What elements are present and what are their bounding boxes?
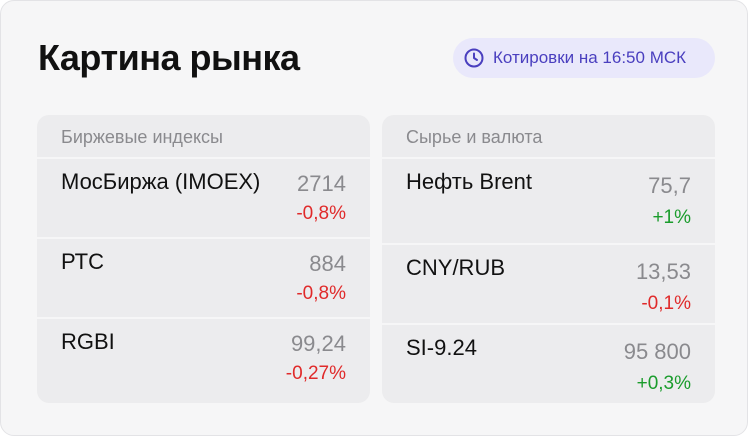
quote-change: +0,3%	[636, 373, 691, 394]
quote-change: -0,8%	[296, 203, 346, 224]
page-title: Картина рынка	[38, 37, 300, 78]
quote-name: Нефть Brent	[406, 169, 532, 194]
indices-header: Биржевые индексы	[61, 127, 223, 147]
quotes-time-text: Котировки на 16:50 МСК	[493, 48, 687, 67]
quote-value: 884	[309, 251, 346, 276]
quote-row-rgbi[interactable]: RGBI 99,24 -0,27%	[37, 317, 370, 403]
quote-value: 99,24	[290, 331, 346, 356]
quote-name: SI-9.24	[406, 335, 477, 360]
quote-value: 13,53	[635, 259, 691, 284]
quote-row-rts[interactable]: РТС 884 -0,8%	[37, 237, 370, 319]
indices-panel: Биржевые индексы МосБиржа (IMOEX) 2714 -…	[37, 115, 370, 403]
quote-name: РТС	[61, 249, 105, 274]
quote-change: +1%	[652, 207, 691, 228]
quote-value: 95 800	[623, 339, 691, 364]
quote-name: CNY/RUB	[406, 255, 506, 280]
quote-name: RGBI	[61, 329, 115, 354]
quote-row-brent[interactable]: Нефть Brent 75,7 +1%	[382, 157, 715, 245]
clock-icon	[463, 47, 485, 69]
quote-change: -0,27%	[285, 363, 346, 384]
quote-value: 2714	[297, 171, 346, 196]
commodities-header: Сырье и валюта	[406, 127, 543, 147]
quote-row-si-9-24[interactable]: SI-9.24 95 800 +0,3%	[382, 323, 715, 403]
quote-change: -0,8%	[296, 283, 346, 304]
quotes-time-badge: Котировки на 16:50 МСК	[453, 38, 715, 78]
quote-row-cny-rub[interactable]: CNY/RUB 13,53 -0,1%	[382, 243, 715, 325]
quote-row-imoex[interactable]: МосБиржа (IMOEX) 2714 -0,8%	[37, 157, 370, 239]
quote-name: МосБиржа (IMOEX)	[61, 169, 261, 194]
quote-change: -0,1%	[641, 293, 691, 314]
commodities-panel: Сырье и валюта Нефть Brent 75,7 +1% CNY/…	[382, 115, 715, 403]
quote-value: 75,7	[648, 173, 691, 198]
